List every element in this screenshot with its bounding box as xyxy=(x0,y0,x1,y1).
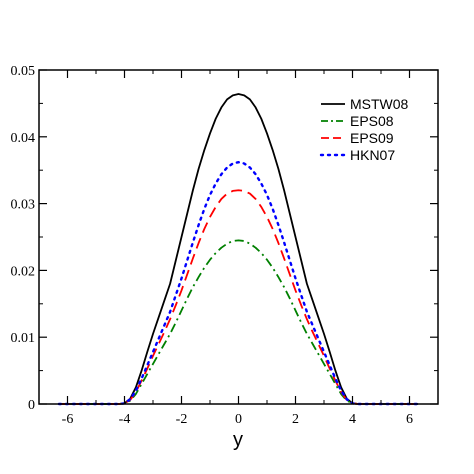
series-line-eps09 xyxy=(58,189,419,405)
legend-label-mstw08: MSTW08 xyxy=(350,96,409,112)
x-tick-label: 0 xyxy=(235,412,242,427)
x-tick-label: 6 xyxy=(406,412,413,427)
y-tick-label: 0.01 xyxy=(11,331,36,346)
y-tick-label: 0.02 xyxy=(11,264,36,279)
x-tick-label: 2 xyxy=(292,412,299,427)
series-line-mstw08 xyxy=(58,93,419,405)
y-tick-label: 0.04 xyxy=(11,131,36,146)
x-tick-label: 4 xyxy=(349,412,356,427)
x-tick-label: -6 xyxy=(62,412,74,427)
y-tick-label: 0.03 xyxy=(11,198,36,213)
x-tick-label: -2 xyxy=(176,412,188,427)
legend-label-eps08: EPS08 xyxy=(350,113,394,129)
x-tick-label: -4 xyxy=(119,412,131,427)
x-axis-title: y xyxy=(233,429,243,451)
legend-label-eps09: EPS09 xyxy=(350,130,394,146)
legend-label-hkn07: HKN07 xyxy=(350,147,395,163)
series-line-eps08 xyxy=(58,239,419,405)
series-line-hkn07 xyxy=(57,160,420,406)
series-layer xyxy=(57,93,420,406)
y-tick-label: 0.05 xyxy=(11,64,36,79)
axes-layer: -6 -4 -2 0 2 4 6 0 0.01 0.02 0.03 0.04 0.05 xyxy=(11,64,439,427)
y-tick-label: 0 xyxy=(28,398,35,413)
